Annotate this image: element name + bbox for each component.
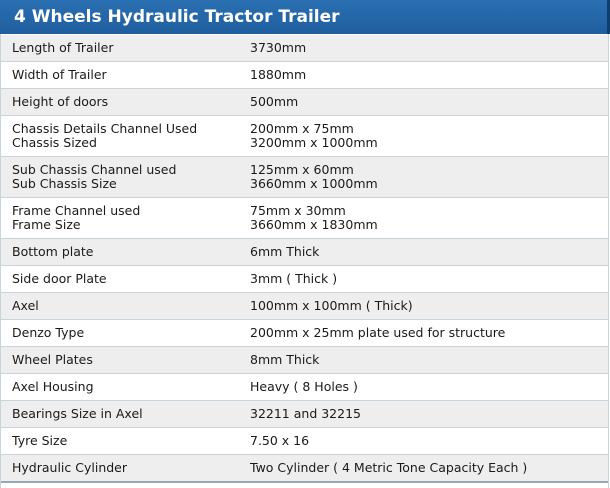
table-row: Axel 100mm x 100mm ( Thick) <box>0 292 609 320</box>
spec-value: 100mm x 100mm ( Thick) <box>250 298 413 313</box>
spec-label: Hydraulic Cylinder <box>12 459 128 475</box>
spec-value-cell: 200mm x 75mm 3200mm x 1000mm <box>237 115 609 157</box>
spec-label-cell: Bearings Size in Axel <box>0 400 237 428</box>
spec-value: 3730mm <box>250 40 307 55</box>
spec-value-cell: 100mm x 100mm ( Thick) <box>237 292 609 320</box>
table-row: Tyre Size 7.50 x 16 <box>0 427 609 455</box>
table-row: Denzo Type 200mm x 25mm plate used for st… <box>0 319 609 347</box>
table-row: Hydraulic Cylinder Two Cylinder ( 4 Metri… <box>0 454 609 483</box>
spec-label-cell: Side door Plate <box>0 265 237 293</box>
table-row: Axel Housing Heavy ( 8 Holes ) <box>0 373 609 401</box>
spec-value-cell: 75mm x 30mm 3660mm x 1830mm <box>237 197 609 239</box>
spec-label: Chassis Sized <box>12 135 97 150</box>
spec-value-cell: 8mm Thick <box>237 346 609 374</box>
spec-label: Length of Trailer <box>12 40 114 55</box>
spec-value-cell: 7.50 x 16 <box>237 427 609 455</box>
spec-table: Length of Trailer 3730mm Width of Trailer 1… <box>0 34 609 483</box>
spec-value: 6mm Thick <box>250 244 320 259</box>
spec-label: Tyre Size <box>12 433 68 448</box>
table-row: Bottom plate 6mm Thick <box>0 238 609 266</box>
spec-value-cell: 500mm <box>237 88 609 116</box>
spec-value: 3660mm x 1830mm <box>250 217 378 232</box>
spec-label-cell: Denzo Type <box>0 319 237 347</box>
spec-value: 75mm x 30mm <box>250 203 346 218</box>
table-row: Side door Plate 3mm ( Thick ) <box>0 265 609 293</box>
table-title: 4 Wheels Hydraulic Tractor Trailer <box>0 0 610 34</box>
spec-value: 200mm x 75mm <box>250 121 354 136</box>
spec-value: 7.50 x 16 <box>250 433 310 448</box>
spec-label-cell: Tyre Size <box>0 427 237 455</box>
spec-value: 3mm ( Thick ) <box>250 271 338 286</box>
spec-value: 500mm <box>250 94 299 109</box>
spec-label-cell: Sub Chassis Channel used Sub Chassis Size <box>0 156 237 198</box>
spec-value: Two Cylinder ( 4 Metric Tone Capacity Ea… <box>250 459 528 475</box>
spec-table-body: Length of Trailer 3730mm Width of Trailer 1… <box>0 34 609 483</box>
spec-label: Frame Size <box>12 217 81 232</box>
spec-value-cell: 3mm ( Thick ) <box>237 265 609 293</box>
spec-label: Sub Chassis Size <box>12 176 117 191</box>
spec-label-cell: Bottom plate <box>0 238 237 266</box>
spec-label: Frame Channel used <box>12 203 141 218</box>
spec-value-cell: 200mm x 25mm plate used for structure <box>237 319 609 347</box>
spec-label-cell: Length of Trailer <box>0 34 237 62</box>
table-row: Width of Trailer 1880mm <box>0 61 609 89</box>
spec-value: Heavy ( 8 Holes ) <box>250 379 358 394</box>
spec-label-cell: Axel Housing <box>0 373 237 401</box>
spec-label: Bottom plate <box>12 244 94 259</box>
spec-value: 32211 and 32215 <box>250 406 361 421</box>
spec-value-cell: 1880mm <box>237 61 609 89</box>
spec-value-cell: Heavy ( 8 Holes ) <box>237 373 609 401</box>
spec-label-cell: Height of doors <box>0 88 237 116</box>
spec-label: Sub Chassis Channel used <box>12 162 177 177</box>
spec-label-cell: Width of Trailer <box>0 61 237 89</box>
spec-value: 8mm Thick <box>250 352 320 367</box>
spec-value-cell: 6mm Thick <box>237 238 609 266</box>
spec-label-cell: Hydraulic Cylinder <box>0 454 237 483</box>
spec-label: Denzo Type <box>12 325 85 340</box>
table-row: Sub Chassis Channel used Sub Chassis Size… <box>0 156 609 198</box>
table-row: Length of Trailer 3730mm <box>0 34 609 62</box>
spec-value-cell: 125mm x 60mm 3660mm x 1000mm <box>237 156 609 198</box>
table-row: Wheel Plates 8mm Thick <box>0 346 609 374</box>
spec-label-cell: Axel <box>0 292 237 320</box>
spec-label: Chassis Details Channel Used <box>12 121 198 136</box>
spec-label: Axel Housing <box>12 379 94 394</box>
spec-label: Width of Trailer <box>12 67 107 82</box>
spec-value-cell: 3730mm <box>237 34 609 62</box>
table-row: Frame Channel used Frame Size 75mm x 30mm 3… <box>0 197 609 239</box>
spec-label: Height of doors <box>12 94 109 109</box>
spec-label: Axel <box>12 298 39 313</box>
table-row: Chassis Details Channel Used Chassis Size… <box>0 115 609 157</box>
spec-value: 1880mm <box>250 67 307 82</box>
spec-value-cell: 32211 and 32215 <box>237 400 609 428</box>
spec-value-cell: Two Cylinder ( 4 Metric Tone Capacity Ea… <box>237 454 609 483</box>
table-row: Bearings Size in Axel 32211 and 32215 <box>0 400 609 428</box>
spec-label: Wheel Plates <box>12 352 93 367</box>
spec-label-cell: Wheel Plates <box>0 346 237 374</box>
spec-label-cell: Chassis Details Channel Used Chassis Size… <box>0 115 237 157</box>
spec-value: 3200mm x 1000mm <box>250 135 378 150</box>
spec-value: 3660mm x 1000mm <box>250 176 378 191</box>
spec-label-cell: Frame Channel used Frame Size <box>0 197 237 239</box>
spec-label: Bearings Size in Axel <box>12 406 143 421</box>
spec-value: 125mm x 60mm <box>250 162 354 177</box>
spec-value: 200mm x 25mm plate used for structure <box>250 325 506 340</box>
table-row: Height of doors 500mm <box>0 88 609 116</box>
spec-label: Side door Plate <box>12 271 107 286</box>
